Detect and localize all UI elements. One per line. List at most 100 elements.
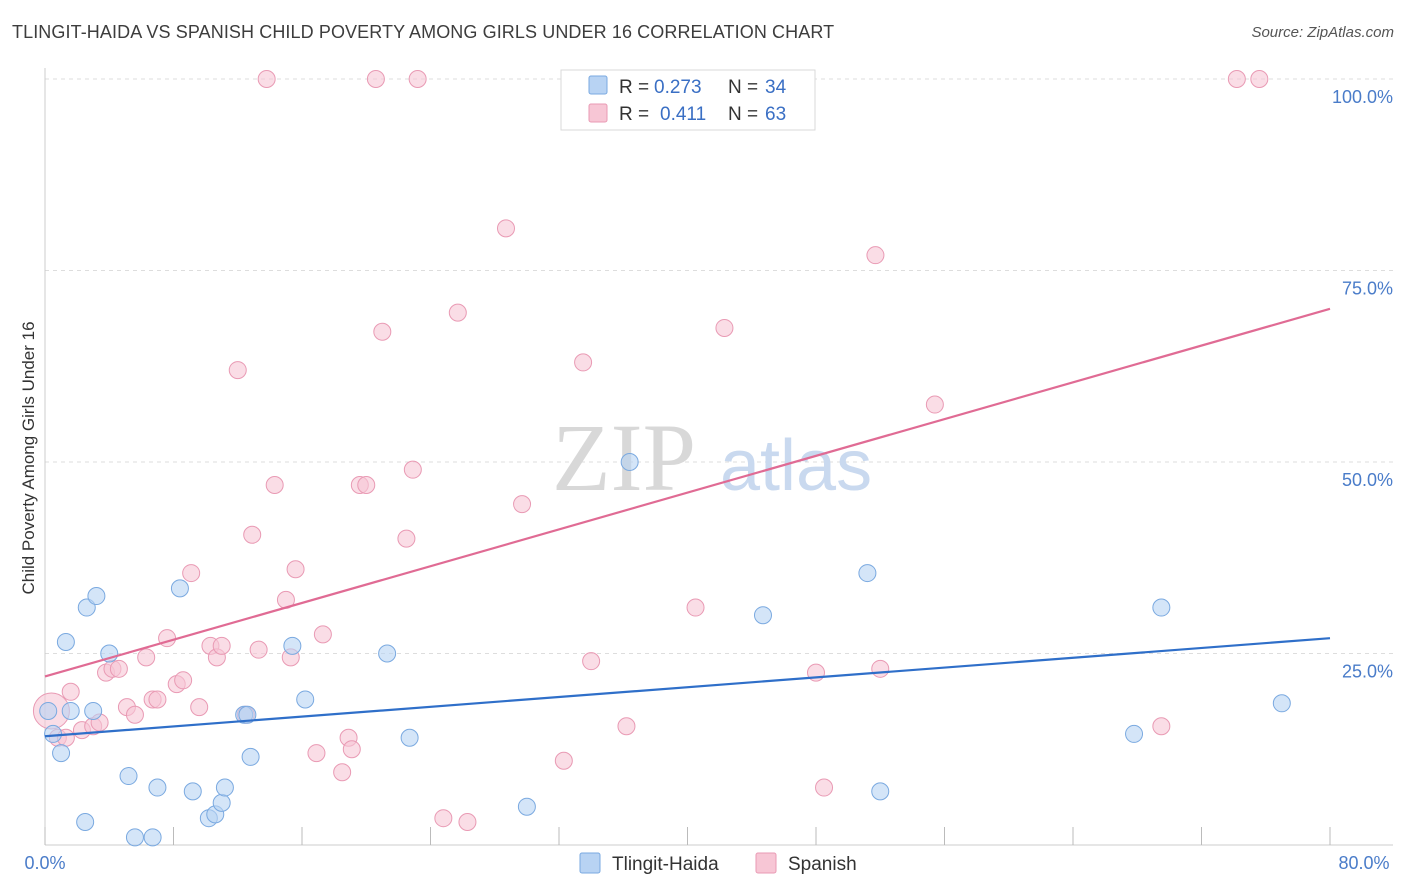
spanish-point (148, 690, 167, 709)
spanish-point (257, 70, 276, 88)
watermark-atlas: atlas (720, 426, 872, 506)
tlingit-haida-point (1125, 724, 1144, 743)
tlingit-haida-point (296, 690, 315, 709)
spanish-point (513, 495, 532, 514)
series-legend-swatch-spanish (755, 852, 777, 874)
tlingit-haida-point (125, 828, 144, 847)
tlingit-haida-point (378, 644, 397, 663)
series-legend: Tlingit-Haida Spanish (579, 852, 857, 875)
tlingit-haida-point (241, 747, 260, 766)
tlingit-haida-point (215, 778, 234, 797)
spanish-point (815, 778, 834, 797)
spanish-point (109, 659, 128, 678)
tlingit-haida-point (753, 606, 772, 625)
y-tick-label: 100.0% (1332, 87, 1393, 107)
legend-r-value-blue: 0.273 (654, 77, 702, 98)
series-legend-swatch-tlingit-haida (579, 852, 601, 874)
spanish-point (554, 751, 573, 770)
spanish-point (342, 740, 361, 759)
tlingit-haida-point (87, 587, 106, 606)
legend-swatch-blue (588, 75, 608, 95)
tlingit-haida-point (61, 701, 80, 720)
y-tick-label: 25.0% (1342, 662, 1393, 682)
legend-r-label-blue: R = (619, 77, 649, 98)
spanish-point (243, 525, 262, 544)
spanish-point (496, 219, 515, 238)
spanish-point (871, 659, 890, 678)
spanish-point (125, 705, 144, 724)
tlingit-haida-point (1152, 598, 1171, 617)
tlingit-haida-point (238, 705, 257, 724)
y-tick-label: 75.0% (1342, 279, 1393, 299)
spanish-point (366, 70, 385, 88)
tlingit-haida-point (212, 793, 231, 812)
tick-labels: 100.0% 75.0% 50.0% 25.0% 0.0% 80.0% (24, 87, 1393, 873)
tlingit-haida-point (400, 728, 419, 747)
legend-swatch-pink (588, 103, 608, 123)
spanish-point (866, 246, 885, 265)
tlingit-haida-point (620, 453, 639, 471)
y-axis-label: Child Poverty Among Girls Under 16 (19, 321, 38, 594)
spanish-point (448, 303, 467, 322)
tlingit-haida-point (84, 701, 103, 720)
tlingit-haida-point (76, 813, 95, 832)
grid-lines (45, 78, 1393, 654)
spanish-point (408, 70, 427, 88)
spanish-point (434, 809, 453, 828)
spanish-point (357, 475, 376, 494)
tlingit-haida-points (39, 453, 1291, 847)
spanish-point (686, 598, 705, 617)
spanish-point (574, 353, 593, 372)
spanish-point (61, 682, 80, 701)
spanish-point (1227, 70, 1246, 88)
tlingit-haida-point (148, 778, 167, 797)
tlingit-haida-point (517, 797, 536, 816)
spanish-point (174, 671, 193, 690)
tlingit-haida-point (119, 767, 138, 786)
chart-source: Source: ZipAtlas.com (1251, 24, 1394, 41)
tlingit-haida-point (143, 828, 162, 847)
spanish-point (1152, 717, 1171, 736)
spanish-point (182, 564, 201, 583)
tlingit-haida-point (170, 579, 189, 598)
spanish-trend-line (44, 307, 1331, 678)
spanish-point (1250, 70, 1269, 88)
spanish-point (212, 636, 231, 655)
y-tick-label: 50.0% (1342, 470, 1393, 490)
spanish-point (265, 475, 284, 494)
series-legend-label-tlingit-haida: Tlingit-Haida (612, 854, 719, 875)
spanish-point (403, 460, 422, 479)
spanish-point (228, 361, 247, 380)
spanish-point (925, 395, 944, 414)
axes (44, 68, 1393, 846)
spanish-point (715, 318, 734, 337)
tlingit-haida-point (1272, 694, 1291, 713)
x-tick-label: 0.0% (24, 853, 65, 873)
spanish-point (313, 625, 332, 644)
trend-lines (44, 307, 1331, 738)
spanish-point (373, 322, 392, 341)
chart-title: TLINGIT-HAIDA VS SPANISH CHILD POVERTY A… (12, 22, 835, 42)
legend-n-value-pink: 63 (765, 104, 786, 125)
spanish-point (582, 652, 601, 671)
spanish-points (32, 70, 1269, 832)
spanish-point (617, 717, 636, 736)
tlingit-haida-point (858, 564, 877, 583)
watermark: ZIP atlas (552, 404, 872, 511)
spanish-point (190, 698, 209, 717)
legend-n-label-blue: N = (728, 77, 758, 98)
legend-r-value-pink: 0.411 (660, 104, 706, 125)
tlingit-haida-point (52, 744, 71, 763)
x-tick-label: 80.0% (1338, 853, 1389, 873)
legend-n-value-blue: 34 (765, 77, 787, 98)
legend-r-label-pink: R = (619, 104, 649, 125)
tlingit-haida-point (283, 636, 302, 655)
tlingit-haida-trend-line (44, 637, 1331, 738)
spanish-point (249, 640, 268, 659)
tlingit-haida-point (39, 701, 58, 720)
spanish-point (307, 744, 326, 763)
series-legend-label-spanish: Spanish (788, 854, 857, 875)
spanish-point (397, 529, 416, 548)
stats-legend: R = 0.273 N = 34 R = 0.411 N = 63 (560, 69, 816, 131)
